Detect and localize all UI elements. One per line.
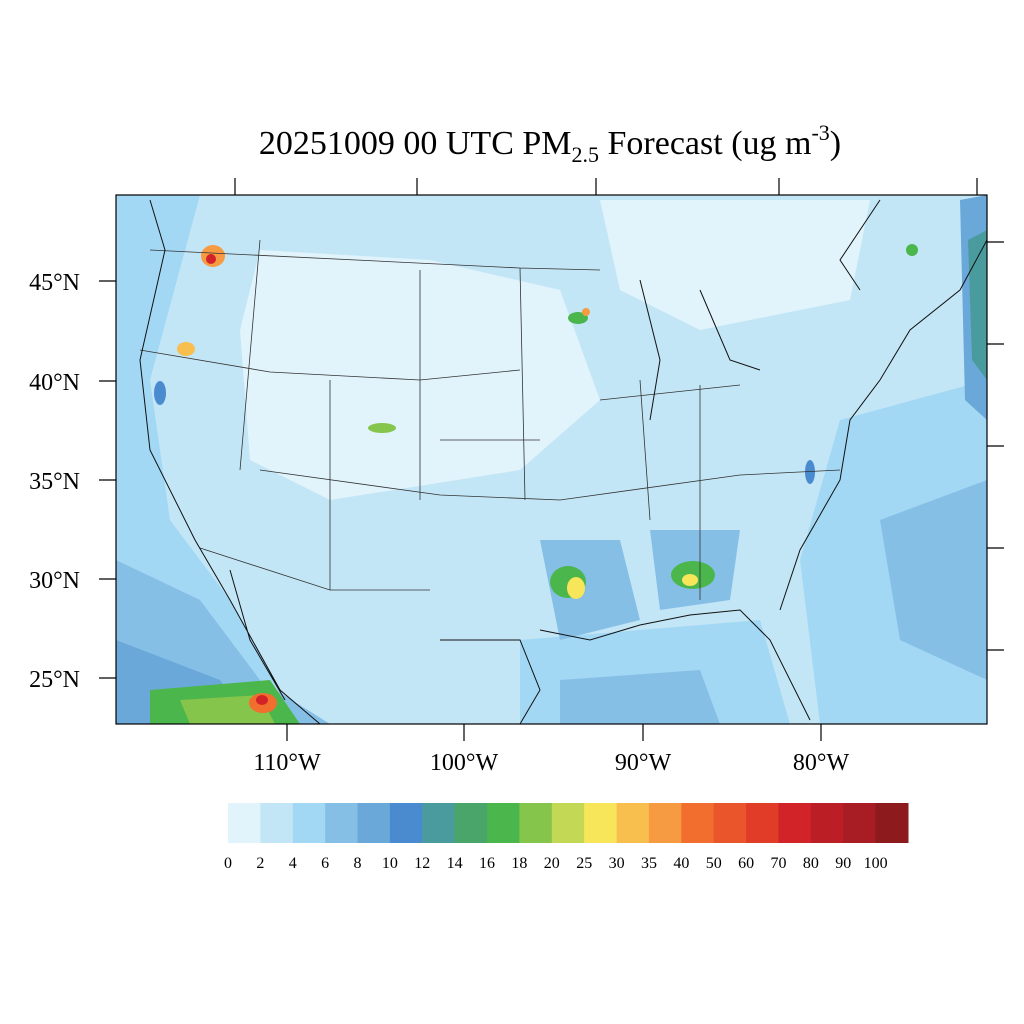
colorbar-swatch [843, 803, 877, 843]
title-end: ) [830, 125, 841, 162]
colorbar-label: 80 [803, 855, 819, 872]
lat-label: 35°N [29, 469, 80, 495]
colorbar-label: 100 [864, 855, 888, 872]
lon-label: 80°W [793, 750, 850, 776]
colorbar-swatch [681, 803, 715, 843]
colorbar-swatch [389, 803, 423, 843]
colorbar-swatch [325, 803, 359, 843]
lon-label: 100°W [430, 750, 499, 776]
colorbar-swatch [422, 803, 456, 843]
lat-label: 25°N [29, 667, 80, 693]
colorbar-label: 30 [609, 855, 625, 872]
colorbar-label: 35 [641, 855, 657, 872]
colorbar-swatch [551, 803, 585, 843]
lat-label: 40°N [29, 370, 80, 396]
colorbar-swatch [357, 803, 391, 843]
title-superscript: -3 [811, 120, 829, 145]
colorbar-label: 2 [256, 855, 264, 872]
colorbar-swatch [454, 803, 488, 843]
colorbar-label: 12 [414, 855, 430, 872]
colorbar-swatch [292, 803, 326, 843]
lon-label: 90°W [615, 750, 672, 776]
colorbar-label: 20 [544, 855, 560, 872]
lon-label: 110°W [253, 750, 321, 776]
colorbar-swatch [810, 803, 844, 843]
colorbar-label: 10 [382, 855, 398, 872]
colorbar-swatch [260, 803, 294, 843]
map-field [116, 195, 987, 724]
colorbar-swatch [875, 803, 909, 843]
colorbar-label: 18 [511, 855, 527, 872]
map-labels: 45°N 40°N 35°N 30°N 25°N 110°W 100°W 90°W 80°W [29, 270, 849, 776]
colorbar-label: 40 [673, 855, 689, 872]
colorbar-swatch [228, 803, 261, 843]
title-middle: Forecast (ug m [599, 125, 811, 162]
colorbar-swatch [616, 803, 650, 843]
map-ticks [99, 178, 1004, 741]
colorbar-swatch [713, 803, 747, 843]
title-main: 20251009 00 UTC PM [259, 125, 572, 162]
colorbar-swatch [519, 803, 553, 843]
colorbar-label: 16 [479, 855, 495, 872]
colorbar-label: 60 [738, 855, 754, 872]
colorbar-label: 25 [576, 855, 592, 872]
colorbar-label: 14 [447, 855, 463, 872]
colorbar-swatch [746, 803, 779, 843]
colorbar-swatch [487, 803, 520, 843]
lat-label: 30°N [29, 568, 80, 594]
title-subscript: 2.5 [572, 142, 600, 167]
map-frame [115, 194, 988, 725]
colorbar: 0 2 4 6 8 10 12 14 16 18 20 25 30 35 40 50 60 70 80 90 100 [224, 803, 909, 872]
colorbar-label: 4 [289, 855, 297, 872]
colorbar-swatch [648, 803, 682, 843]
lat-label: 45°N [29, 270, 80, 296]
colorbar-swatch [778, 803, 812, 843]
colorbar-label: 70 [770, 855, 786, 872]
title: 20251009 00 UTC PM2.5 Forecast (ug m-3) [259, 120, 841, 167]
colorbar-label: 50 [706, 855, 722, 872]
colorbar-label: 90 [835, 855, 851, 872]
colorbar-label: 0 [224, 855, 232, 872]
colorbar-label: 8 [354, 855, 362, 872]
colorbar-label: 6 [321, 855, 329, 872]
colorbar-swatch [584, 803, 618, 843]
